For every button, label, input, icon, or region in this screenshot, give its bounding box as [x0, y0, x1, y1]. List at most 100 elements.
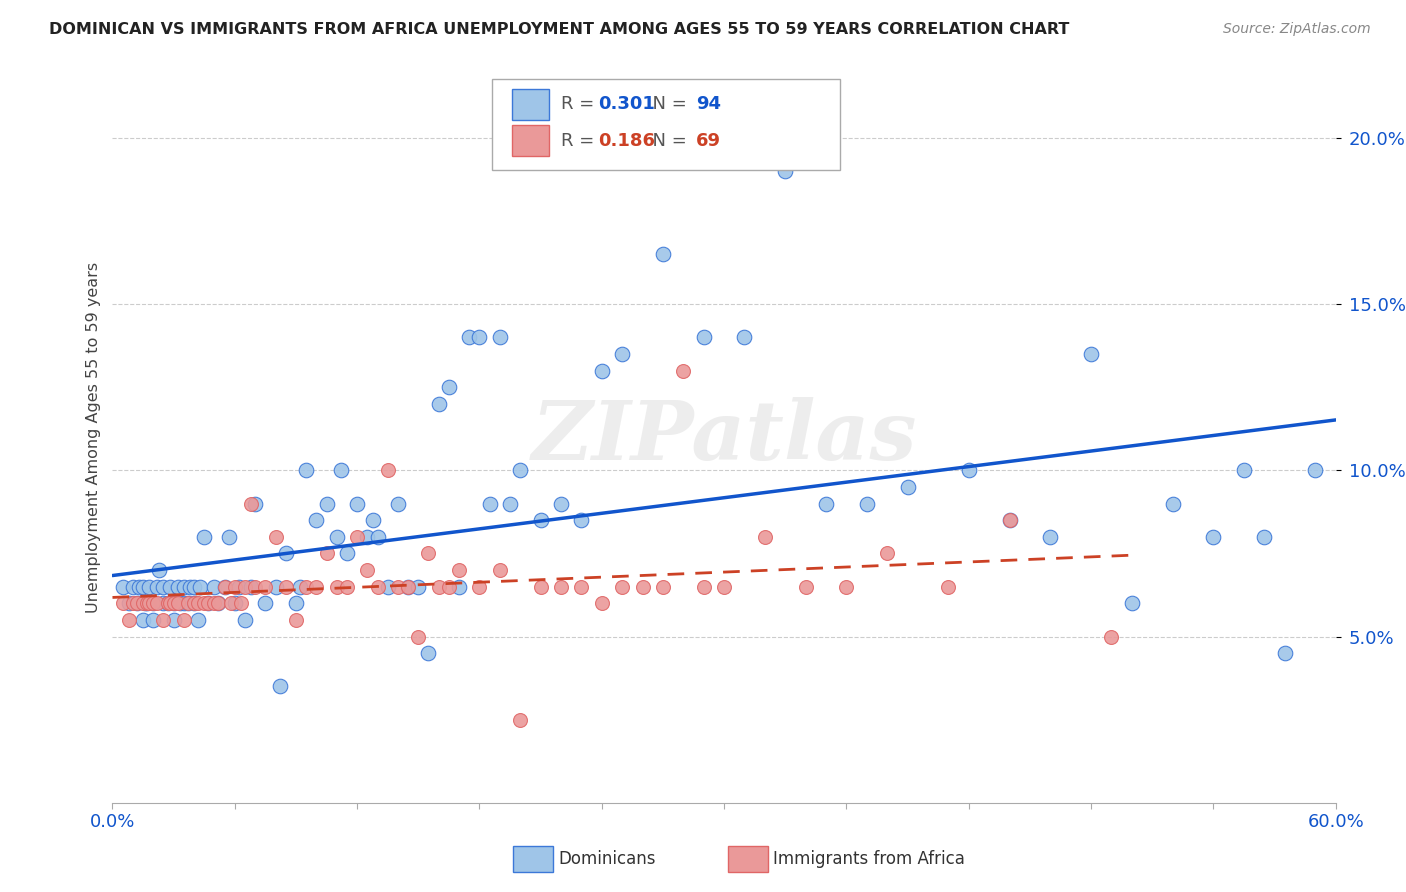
Point [571, 513, 593, 527]
Point [998, 513, 1021, 527]
Point [228, 580, 250, 594]
Point [254, 580, 277, 594]
Text: 94: 94 [696, 95, 721, 113]
Point [1202, 530, 1225, 544]
Point [156, 596, 179, 610]
Point [274, 580, 297, 594]
Point [173, 596, 195, 610]
Point [240, 497, 263, 511]
Point [591, 363, 613, 377]
Point [163, 613, 186, 627]
Point [1274, 646, 1296, 660]
Point [315, 497, 337, 511]
Point [177, 596, 200, 610]
Point [427, 397, 450, 411]
Point [326, 530, 349, 544]
Point [529, 513, 551, 527]
Point [152, 580, 174, 594]
Point [509, 463, 531, 477]
Point [734, 330, 756, 344]
Point [957, 463, 980, 477]
Point [305, 580, 328, 594]
Point [163, 596, 186, 610]
Point [509, 713, 531, 727]
Point [146, 580, 169, 594]
Point [396, 580, 419, 594]
Point [387, 580, 409, 594]
Point [571, 580, 593, 594]
Text: R =: R = [561, 132, 600, 150]
Point [284, 596, 308, 610]
Point [148, 563, 170, 577]
Point [111, 580, 134, 594]
Point [146, 596, 169, 610]
Point [152, 596, 174, 610]
Point [672, 363, 695, 377]
Point [138, 596, 160, 610]
FancyBboxPatch shape [512, 126, 550, 156]
Point [240, 580, 263, 594]
Point [288, 580, 311, 594]
Point [218, 530, 240, 544]
Point [489, 563, 512, 577]
Text: 0.301: 0.301 [598, 95, 655, 113]
Point [377, 463, 399, 477]
Point [166, 596, 188, 610]
Point [207, 596, 229, 610]
Point [269, 680, 291, 694]
Point [254, 596, 277, 610]
Point [336, 580, 359, 594]
FancyBboxPatch shape [512, 89, 550, 120]
Point [134, 596, 156, 610]
Point [128, 580, 150, 594]
Point [245, 580, 267, 594]
Point [305, 513, 328, 527]
Point [1161, 497, 1184, 511]
Point [125, 596, 148, 610]
Point [468, 580, 491, 594]
Point [346, 497, 368, 511]
Point [1121, 596, 1143, 610]
Point [447, 563, 470, 577]
Point [366, 580, 388, 594]
Point [713, 580, 735, 594]
Point [197, 596, 219, 610]
Point [156, 596, 179, 610]
Point [179, 580, 201, 594]
Point [418, 546, 440, 560]
Point [193, 596, 215, 610]
Point [315, 546, 337, 560]
Point [118, 613, 141, 627]
Point [329, 463, 352, 477]
Text: Source: ZipAtlas.com: Source: ZipAtlas.com [1223, 22, 1371, 37]
Point [356, 530, 378, 544]
Text: 69: 69 [696, 132, 721, 150]
Point [159, 580, 181, 594]
Point [652, 247, 675, 261]
Point [550, 497, 572, 511]
Point [396, 580, 419, 594]
Text: Dominicans: Dominicans [558, 850, 655, 868]
Point [136, 596, 159, 610]
Point [118, 596, 141, 610]
Point [152, 613, 174, 627]
Text: Immigrants from Africa: Immigrants from Africa [773, 850, 965, 868]
Point [754, 530, 776, 544]
Point [122, 596, 145, 610]
Point [163, 596, 186, 610]
Point [1039, 530, 1062, 544]
Point [408, 580, 430, 594]
Point [387, 497, 409, 511]
Point [447, 580, 470, 594]
Point [550, 580, 572, 594]
Point [418, 646, 440, 660]
Point [173, 580, 195, 594]
Text: N =: N = [641, 132, 692, 150]
Point [458, 330, 481, 344]
Point [224, 580, 246, 594]
Point [214, 580, 236, 594]
Point [142, 596, 165, 610]
Point [936, 580, 959, 594]
Point [188, 580, 211, 594]
Point [132, 580, 155, 594]
